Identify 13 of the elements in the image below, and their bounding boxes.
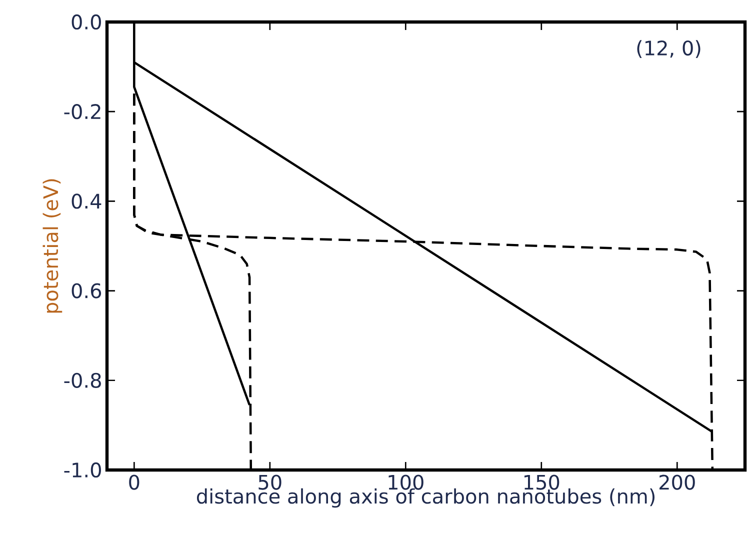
y-tick-label: 0.6 — [72, 283, 102, 298]
annotation: (12, 0) — [637, 40, 700, 58]
x-tick-label: 100 — [388, 474, 424, 490]
y-axis-title: potential (eV) — [42, 179, 62, 313]
x-tick-label: 50 — [258, 474, 282, 490]
y-tick-label: -1.0 — [64, 462, 101, 478]
y-tick-label: -0.8 — [64, 372, 101, 388]
y-tick-label: -0.2 — [64, 104, 100, 120]
y-tick-label: 0.0 — [72, 14, 101, 30]
x-tick-label: 0 — [129, 474, 140, 490]
x-tick-label: 150 — [524, 474, 560, 490]
y-tick-label: 0.4 — [72, 194, 102, 209]
x-tick-label: 200 — [660, 474, 695, 490]
